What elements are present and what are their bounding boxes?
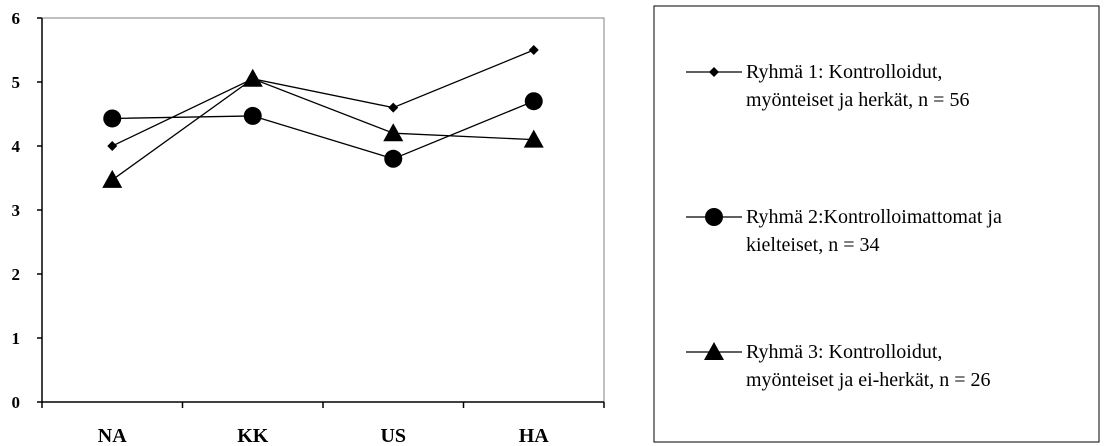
data-point-circle xyxy=(103,109,122,128)
x-tick-label: HA xyxy=(519,425,550,446)
data-point-circle xyxy=(524,92,543,111)
legend-entry-1: Ryhmä 1: Kontrolloidut, myönteiset ja he… xyxy=(686,61,969,111)
series-2 xyxy=(103,92,543,168)
series-layer xyxy=(102,45,544,188)
y-tick-label: 4 xyxy=(12,137,21,156)
legend-symbol-circle xyxy=(705,208,723,226)
data-point-circle xyxy=(384,149,403,168)
x-tick-label: NA xyxy=(98,425,127,446)
series-line xyxy=(111,49,534,147)
data-point-triangle xyxy=(523,129,544,148)
x-tick-label: US xyxy=(380,425,406,446)
series-line xyxy=(111,78,534,181)
legend-label-3-line-2: myönteiset ja ei-herkät, n = 26 xyxy=(746,369,991,391)
y-tick-label: 2 xyxy=(12,265,21,284)
legend-entry-3: Ryhmä 3: Kontrolloidut, myönteiset ja ei… xyxy=(686,341,991,391)
data-point-triangle xyxy=(102,169,123,188)
legend-label-3-line-1: Ryhmä 3: Kontrolloidut, xyxy=(746,341,942,363)
legend-symbol-diamond xyxy=(709,67,719,77)
series-line xyxy=(112,100,534,160)
legend-marker-diamond xyxy=(686,67,742,77)
data-point-circle xyxy=(243,106,262,125)
y-ticks: 0 1 2 3 4 5 6 xyxy=(12,9,42,412)
data-point-diamond xyxy=(107,141,118,151)
data-point-diamond xyxy=(388,102,399,113)
legend-label-2-line-2: kielteiset, n = 34 xyxy=(746,234,879,256)
legend-label-2-line-1: Ryhmä 2:Kontrolloimattomat ja xyxy=(746,206,1002,228)
data-point-triangle xyxy=(383,123,404,142)
x-tick-label: KK xyxy=(237,425,269,446)
series-3 xyxy=(102,68,544,188)
legend-box xyxy=(653,5,1100,443)
y-tick-label: 3 xyxy=(12,201,21,220)
data-point-diamond xyxy=(528,45,539,55)
y-tick-label: 1 xyxy=(12,329,21,348)
legend-symbol-triangle xyxy=(704,342,724,360)
legend-marker-circle xyxy=(686,208,742,226)
legend-entry-2: Ryhmä 2:Kontrolloimattomat ja kielteiset… xyxy=(686,206,1002,256)
plot-area xyxy=(41,17,605,403)
x-ticks: NA KK US HA xyxy=(41,402,605,446)
legend-label-1-line-1: Ryhmä 1: Kontrolloidut, xyxy=(746,61,942,83)
legend-label-1-line-2: myönteiset ja herkät, n = 56 xyxy=(746,89,969,111)
y-tick-label: 6 xyxy=(12,9,21,28)
y-tick-label: 0 xyxy=(12,393,21,412)
legend-marker-triangle xyxy=(686,342,742,360)
legend: Ryhmä 1: Kontrolloidut, myönteiset ja he… xyxy=(686,61,1002,391)
y-tick-label: 5 xyxy=(12,73,21,92)
data-point-triangle xyxy=(242,68,263,87)
